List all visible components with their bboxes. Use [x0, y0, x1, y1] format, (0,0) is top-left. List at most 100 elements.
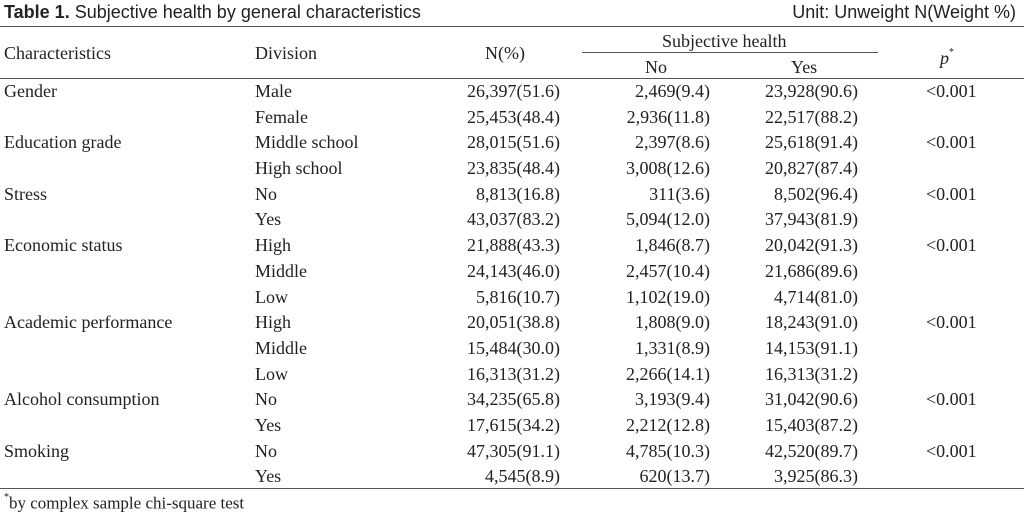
cell-characteristic: Stress	[4, 183, 48, 204]
cell-health-no: 1,808(9.0)	[635, 312, 710, 333]
cell-health-no: 620(13.7)	[639, 466, 711, 487]
cell-health-yes: 20,827(87.4)	[765, 158, 858, 179]
header-p-mark: *	[949, 47, 954, 58]
cell-n-percent: 28,015(51.6)	[467, 132, 560, 153]
footnote-mark: *	[4, 492, 9, 503]
cell-p-value: <0.001	[926, 81, 977, 101]
cell-health-yes: 20,042(91.3)	[765, 235, 858, 256]
cell-health-yes: 25,618(91.4)	[765, 132, 858, 153]
cell-health-yes: 37,943(81.9)	[765, 209, 858, 230]
cell-n-percent: 43,037(83.2)	[467, 209, 560, 230]
cell-health-yes: 42,520(89.7)	[765, 440, 858, 461]
table-top-rule	[0, 26, 1024, 27]
cell-n-percent: 5,816(10.7)	[476, 286, 560, 307]
header-yes: Yes	[791, 57, 818, 77]
header-characteristics: Characteristics	[4, 43, 111, 63]
cell-health-no: 311(3.6)	[649, 183, 710, 204]
cell-health-yes: 16,313(31.2)	[765, 363, 858, 384]
cell-division: No	[255, 183, 277, 204]
cell-health-no: 2,266(14.1)	[626, 363, 710, 384]
cell-health-no: 1,102(19.0)	[626, 286, 710, 307]
cell-p-value: <0.001	[926, 440, 977, 461]
cell-health-no: 1,846(8.7)	[635, 235, 710, 256]
cell-division: Low	[255, 363, 288, 384]
cell-n-percent: 34,235(65.8)	[467, 389, 560, 410]
cell-n-percent: 47,305(91.1)	[467, 440, 560, 461]
table-row: Yes 4,545(8.9) 620(13.7) 3,925(86.3)	[0, 464, 1024, 490]
header-subjective-health: Subjective health	[662, 31, 787, 51]
table-row: Gender Male 26,397(51.6) 2,469(9.4) 23,928(9…	[0, 79, 1024, 105]
cell-division: Middle	[255, 337, 307, 358]
cell-n-percent: 25,453(48.4)	[467, 106, 560, 127]
header-p-value: p*	[940, 44, 954, 69]
cell-health-yes: 4,714(81.0)	[774, 286, 858, 307]
caption-label: Table 1.	[4, 2, 70, 22]
cell-division: Yes	[255, 414, 282, 435]
table-row: Academic performance High 20,051(38.8) 1,80…	[0, 310, 1024, 336]
table-body: Gender Male 26,397(51.6) 2,469(9.4) 23,928(9…	[0, 79, 1024, 490]
cell-n-percent: 15,484(30.0)	[467, 337, 560, 358]
cell-division: No	[255, 440, 277, 461]
cell-n-percent: 23,835(48.4)	[467, 158, 560, 179]
cell-division: Low	[255, 286, 288, 307]
header-no: No	[645, 57, 667, 77]
cell-health-no: 2,212(12.8)	[626, 414, 710, 435]
table-row: Alcohol consumption No 34,235(65.8) 3,193(9…	[0, 387, 1024, 413]
cell-health-no: 3,008(12.6)	[626, 158, 710, 179]
cell-characteristic: Education grade	[4, 132, 122, 153]
cell-p-value: <0.001	[926, 132, 977, 153]
cell-health-yes: 18,243(91.0)	[765, 312, 858, 333]
cell-characteristic: Economic status	[4, 235, 123, 256]
cell-division: Middle	[255, 260, 307, 281]
cell-division: High	[255, 312, 291, 333]
cell-characteristic: Smoking	[4, 440, 70, 461]
cell-n-percent: 8,813(16.8)	[476, 183, 560, 204]
cell-characteristic: Alcohol consumption	[4, 389, 160, 410]
table-header-rule	[0, 78, 1024, 79]
cell-health-yes: 15,403(87.2)	[765, 414, 858, 435]
header-division: Division	[255, 43, 318, 63]
cell-division: Yes	[255, 209, 282, 230]
cell-health-no: 2,469(9.4)	[635, 81, 710, 101]
cell-health-yes: 31,042(90.6)	[765, 389, 858, 410]
cell-division: Female	[255, 106, 308, 127]
cell-characteristic: Academic performance	[4, 312, 173, 333]
table-row: Yes 43,037(83.2) 5,094(12.0) 37,943(81.9)	[0, 207, 1024, 233]
cell-division: Male	[255, 81, 292, 101]
cell-division: Yes	[255, 466, 282, 487]
cell-n-percent: 4,545(8.9)	[485, 466, 560, 487]
cell-health-no: 3,193(9.4)	[635, 389, 710, 410]
table-row: Low 5,816(10.7) 1,102(19.0) 4,714(81.0)	[0, 285, 1024, 311]
cell-p-value: <0.001	[926, 183, 977, 204]
cell-health-no: 1,331(8.9)	[635, 337, 710, 358]
table-row: Female 25,453(48.4) 2,936(11.8) 22,517(88.2…	[0, 105, 1024, 131]
header-p-label: p	[940, 48, 949, 68]
cell-p-value: <0.001	[926, 312, 977, 333]
table-row: Stress No 8,813(16.8) 311(3.6) 8,502(96.4) <0…	[0, 182, 1024, 208]
table-caption: Table 1. Subjective health by general ch…	[4, 0, 1020, 26]
table-row: High school 23,835(48.4) 3,008(12.6) 20,827…	[0, 156, 1024, 182]
cell-n-percent: 24,143(46.0)	[467, 260, 560, 281]
cell-division: High	[255, 235, 291, 256]
cell-division: Middle school	[255, 132, 359, 153]
table-row: Economic status High 21,888(43.3) 1,846(8.7…	[0, 233, 1024, 259]
cell-health-no: 2,457(10.4)	[626, 260, 710, 281]
cell-n-percent: 20,051(38.8)	[467, 312, 560, 333]
cell-health-yes: 21,686(89.6)	[765, 260, 858, 281]
table-row: Low 16,313(31.2) 2,266(14.1) 16,313(31.2)	[0, 362, 1024, 388]
header-subjective-health-rule	[582, 52, 878, 53]
table-row: Smoking No 47,305(91.1) 4,785(10.3) 42,520(8…	[0, 439, 1024, 465]
cell-health-no: 2,936(11.8)	[626, 106, 710, 127]
cell-p-value: <0.001	[926, 235, 977, 256]
caption-unit: Unit: Unweight N(Weight %)	[792, 2, 1016, 22]
table-row: Middle 15,484(30.0) 1,331(8.9) 14,153(91.1)	[0, 336, 1024, 362]
cell-division: No	[255, 389, 277, 410]
cell-health-yes: 14,153(91.1)	[765, 337, 858, 358]
cell-n-percent: 26,397(51.6)	[467, 81, 560, 101]
cell-p-value: <0.001	[926, 389, 977, 410]
footnote-text: by complex sample chi-square test	[9, 493, 245, 513]
cell-health-yes: 3,925(86.3)	[774, 466, 858, 487]
cell-health-yes: 23,928(90.6)	[765, 81, 858, 101]
cell-n-percent: 16,313(31.2)	[467, 363, 560, 384]
cell-health-no: 2,397(8.6)	[635, 132, 710, 153]
